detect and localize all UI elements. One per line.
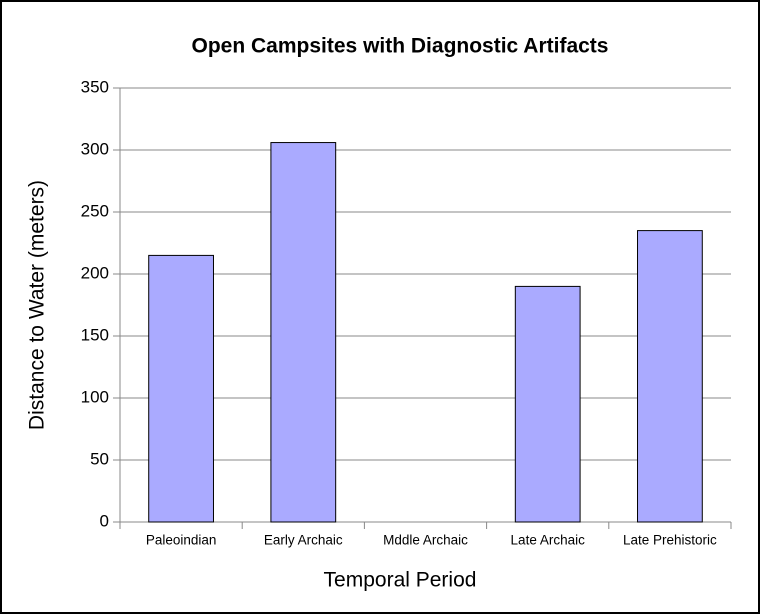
y-axis-label: Distance to Water (meters) <box>26 180 49 430</box>
x-tick-label: Early Archaic <box>264 533 343 548</box>
y-tick-label: 250 <box>81 201 109 220</box>
x-tick-label: Late Prehistoric <box>623 533 717 548</box>
x-axis-label: Temporal Period <box>324 569 477 592</box>
y-tick-label: 200 <box>81 263 109 282</box>
y-tick-label: 350 <box>81 77 109 96</box>
x-tick-label: Late Archaic <box>511 533 586 548</box>
bar <box>148 254 214 523</box>
y-tick-label: 0 <box>100 511 109 530</box>
chart-title: Open Campsites with Diagnostic Artifacts <box>192 35 609 58</box>
y-tick-label: 150 <box>81 325 109 344</box>
bar <box>637 230 703 523</box>
bar <box>514 285 581 523</box>
y-tick-label: 50 <box>90 449 109 468</box>
bar <box>270 142 337 523</box>
y-tick-label: 100 <box>81 387 109 406</box>
x-tick-label: Paleoindian <box>146 533 217 548</box>
y-tick-label: 300 <box>81 139 109 158</box>
x-tick-label: Mddle Archaic <box>383 533 468 548</box>
